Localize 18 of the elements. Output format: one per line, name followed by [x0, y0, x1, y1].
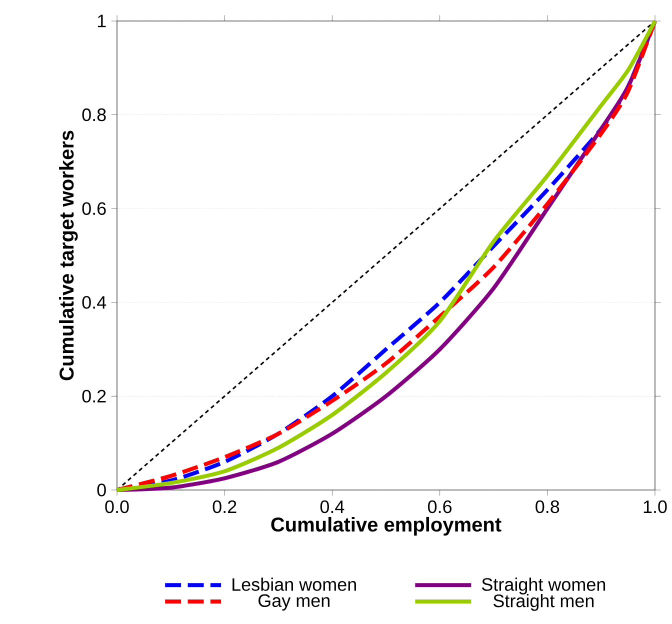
- legend-label: Gay men: [258, 594, 330, 611]
- x-tick-label: 0.2: [212, 500, 236, 514]
- y-tick-label: 0.2: [82, 390, 106, 403]
- legend-label: Straight men: [493, 594, 594, 611]
- y-axis-title: Cumulative target workers: [59, 130, 78, 380]
- y-tick-label: 0.6: [82, 202, 106, 215]
- x-tick-label: 0.6: [428, 500, 452, 514]
- x-tick-label: 1.0: [644, 500, 667, 514]
- legend-label: Straight women: [482, 578, 606, 594]
- y-tick-label: 1: [98, 14, 106, 28]
- y-tick-label: 0: [97, 484, 106, 496]
- y-tick-label: 0.8: [82, 108, 106, 122]
- x-tick-label: 0.0: [105, 500, 129, 514]
- legend-label: Lesbian women: [232, 578, 356, 591]
- y-tick-label: 0.4: [82, 296, 106, 309]
- x-tick-label: 0.4: [320, 500, 344, 514]
- x-tick-label: 0.8: [536, 500, 560, 514]
- x-axis-title: Cumulative employment: [271, 516, 502, 536]
